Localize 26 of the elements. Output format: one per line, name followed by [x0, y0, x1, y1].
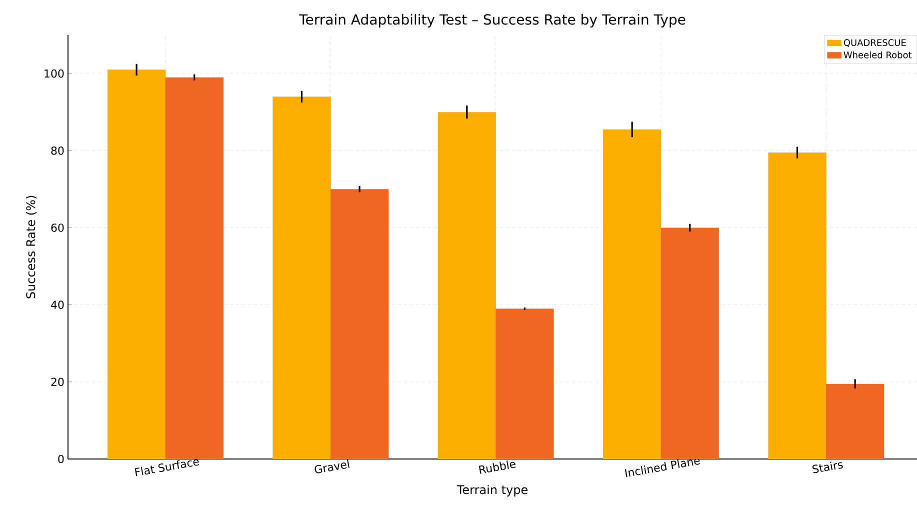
bar [496, 308, 554, 459]
y-tick-label: 80 [51, 146, 64, 155]
bar [768, 152, 826, 459]
bar [165, 77, 224, 459]
legend-label: QUADRESCUE [844, 39, 906, 48]
chart-title: Terrain Adaptability Test – Success Rate by Terrain Type [299, 14, 686, 28]
bar [272, 96, 331, 459]
bar [826, 384, 884, 459]
y-tick-label: 0 [58, 454, 64, 464]
y-tick-label: 100 [44, 69, 64, 78]
legend-label: Wheeled Robot [844, 51, 912, 58]
x-tick-label: Gravel [314, 460, 350, 474]
x-tick-label: Rubble [478, 460, 516, 474]
bar [330, 189, 389, 459]
y-tick-label: 20 [51, 378, 64, 386]
y-tick-label: 60 [51, 224, 64, 232]
y-tick-label: 40 [51, 300, 64, 309]
bar [660, 228, 719, 459]
bar [438, 112, 496, 459]
bar [603, 129, 662, 459]
x-axis-title: Terrain type [456, 484, 528, 497]
x-tick-label: Flat Surface [134, 459, 200, 476]
bar [108, 70, 166, 459]
x-tick-label: Stairs [812, 462, 843, 474]
x-tick-label: Inclined Plane [624, 458, 700, 478]
y-axis-title: Success Rate (%) [26, 196, 37, 298]
